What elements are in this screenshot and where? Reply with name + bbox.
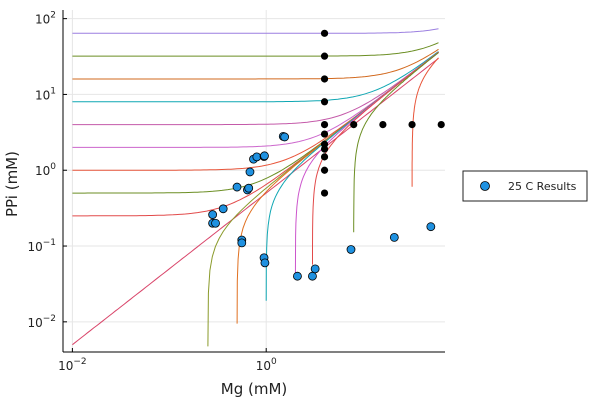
- model-curves: [72, 28, 439, 347]
- simulation-point: [379, 121, 387, 129]
- result-point: [389, 232, 399, 242]
- result-point: [237, 238, 247, 248]
- y-tick-label-exponent: 2: [50, 11, 56, 21]
- model-curve: [72, 51, 439, 103]
- y-tick-label-exponent: −2: [43, 314, 56, 324]
- x-tick-label-exponent: 0: [271, 357, 277, 367]
- model-curve: [411, 57, 439, 187]
- x-axis-label: Mg (mM): [221, 380, 288, 398]
- simulation-point: [408, 121, 416, 129]
- y-tick-label-base: 10: [35, 164, 50, 178]
- result-point: [211, 218, 220, 228]
- result-point: [280, 132, 290, 142]
- result-point: [208, 210, 218, 219]
- model-curve: [72, 48, 439, 80]
- simulation-point: [320, 130, 329, 138]
- simulation-point: [320, 98, 329, 106]
- model-curve: [207, 51, 439, 347]
- result-point: [244, 183, 254, 193]
- simulation-point: [320, 153, 329, 161]
- result-point: [260, 151, 269, 161]
- model-curve: [353, 52, 439, 233]
- model-curve: [236, 51, 439, 324]
- legend-marker: [480, 181, 490, 191]
- legend-entry-label: 25 C Results: [508, 180, 577, 193]
- result-point: [310, 264, 320, 274]
- result-point: [218, 204, 228, 214]
- y-tick-label-base: 10: [27, 316, 42, 330]
- y-tick-label: 102: [35, 11, 56, 27]
- result-point: [308, 271, 317, 281]
- model-curve: [72, 28, 439, 34]
- y-tick-label-base: 10: [35, 13, 50, 27]
- grid: [63, 10, 445, 352]
- y-tick-label-base: 10: [35, 88, 50, 102]
- result-point: [252, 152, 262, 162]
- y-tick-label: 10−1: [27, 238, 56, 254]
- result-point: [346, 245, 356, 254]
- legend: 25 C Results: [462, 170, 588, 202]
- result-point: [426, 222, 436, 232]
- y-axis-label: PPi (mM): [3, 151, 21, 217]
- model-curve: [72, 51, 439, 171]
- simulation-point: [437, 121, 445, 129]
- simulation-point: [320, 75, 329, 83]
- data-points: [208, 29, 445, 281]
- y-tick-label: 10−2: [27, 314, 56, 330]
- simulation-point: [320, 145, 329, 153]
- model-curve: [72, 51, 439, 126]
- x-tick-label-base: 10: [256, 359, 271, 373]
- model-curve: [294, 51, 439, 278]
- y-tick-label: 101: [35, 86, 56, 102]
- x-tick-label-base: 10: [58, 359, 73, 373]
- result-point: [245, 167, 255, 177]
- y-tick-label-exponent: 0: [50, 162, 56, 172]
- result-point: [232, 182, 242, 192]
- y-tick-label-exponent: −1: [43, 238, 56, 248]
- model-curve: [312, 51, 439, 265]
- model-curve: [72, 51, 439, 217]
- x-tick-label: 10−2: [58, 357, 87, 373]
- simulation-point: [320, 29, 329, 37]
- x-tick-label-exponent: −2: [73, 357, 86, 367]
- y-tick-label: 100: [35, 162, 56, 178]
- result-point: [293, 271, 302, 281]
- simulation-point: [320, 121, 329, 129]
- model-curve: [72, 51, 439, 148]
- simulation-point: [350, 121, 358, 129]
- y-tick-label-exponent: 1: [50, 86, 56, 96]
- model-curve: [72, 42, 439, 57]
- simulation-point: [320, 52, 329, 60]
- y-tick-label-base: 10: [27, 240, 42, 254]
- result-point: [260, 258, 270, 268]
- simulation-point: [320, 166, 329, 174]
- simulation-point: [320, 189, 329, 197]
- model-curve: [265, 51, 439, 301]
- x-tick-label: 100: [256, 357, 277, 373]
